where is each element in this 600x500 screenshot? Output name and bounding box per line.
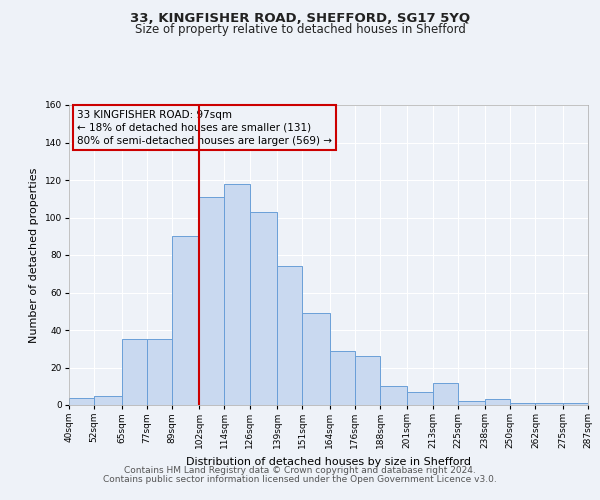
- Bar: [147, 340, 172, 405]
- Text: 33, KINGFISHER ROAD, SHEFFORD, SG17 5YQ: 33, KINGFISHER ROAD, SHEFFORD, SG17 5YQ: [130, 12, 470, 26]
- Bar: [94, 396, 122, 405]
- Bar: [433, 382, 458, 405]
- Bar: [277, 266, 302, 405]
- Bar: [224, 184, 250, 405]
- Bar: [302, 313, 329, 405]
- Bar: [329, 350, 355, 405]
- Bar: [172, 236, 199, 405]
- Y-axis label: Number of detached properties: Number of detached properties: [29, 168, 39, 342]
- Bar: [122, 340, 147, 405]
- Bar: [199, 197, 224, 405]
- Bar: [355, 356, 380, 405]
- Bar: [485, 400, 510, 405]
- Bar: [510, 403, 535, 405]
- Bar: [563, 403, 588, 405]
- Bar: [407, 392, 433, 405]
- Text: Contains HM Land Registry data © Crown copyright and database right 2024.: Contains HM Land Registry data © Crown c…: [124, 466, 476, 475]
- X-axis label: Distribution of detached houses by size in Shefford: Distribution of detached houses by size …: [186, 456, 471, 466]
- Bar: [250, 212, 277, 405]
- Bar: [69, 398, 94, 405]
- Text: Size of property relative to detached houses in Shefford: Size of property relative to detached ho…: [134, 22, 466, 36]
- Bar: [458, 401, 485, 405]
- Bar: [535, 403, 563, 405]
- Text: Contains public sector information licensed under the Open Government Licence v3: Contains public sector information licen…: [103, 475, 497, 484]
- Text: 33 KINGFISHER ROAD: 97sqm
← 18% of detached houses are smaller (131)
80% of semi: 33 KINGFISHER ROAD: 97sqm ← 18% of detac…: [77, 110, 332, 146]
- Bar: [380, 386, 407, 405]
